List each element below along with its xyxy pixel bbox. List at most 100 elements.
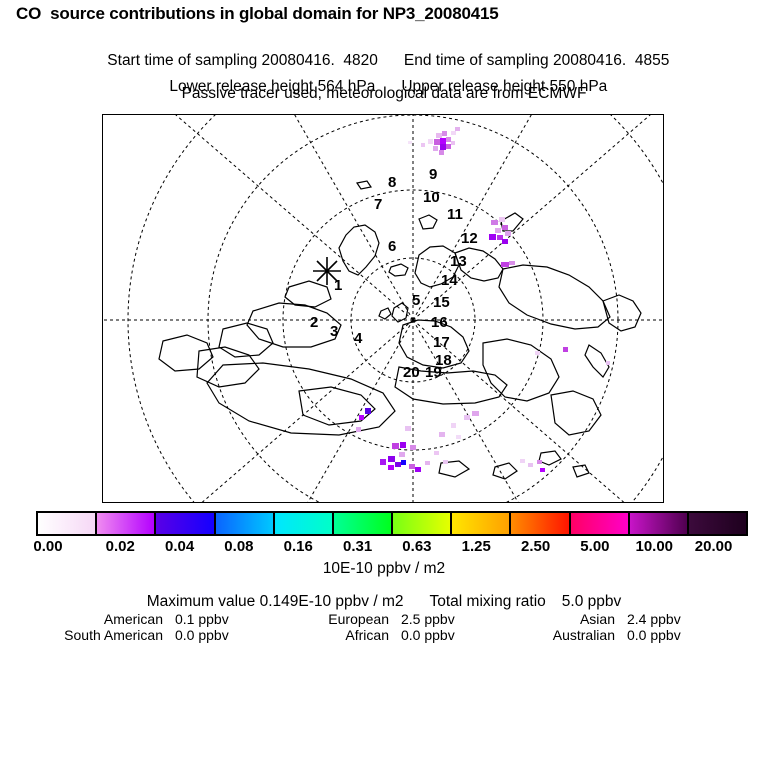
- region-value-3: 0.0 ppbv: [175, 627, 229, 643]
- trajectory-label-8: 8: [388, 174, 397, 191]
- trajectory-label-5: 5: [412, 292, 421, 309]
- region-name-5: Australian: [552, 627, 615, 643]
- tracer-note: Passive tracer used, meteorological data…: [181, 85, 587, 102]
- colorbar-tick-4: 0.16: [283, 538, 313, 555]
- region-value-2: 2.4 ppbv: [627, 611, 681, 627]
- trajectory-label-14: 14: [441, 272, 458, 289]
- plume-cell: [434, 451, 439, 455]
- stats-row-summary: Maximum value 0.149E-10 ppbv / m2 Total m…: [0, 593, 768, 611]
- trajectory-label-2: 2: [310, 314, 319, 331]
- plume-cell: [405, 426, 411, 431]
- plume-cell: [395, 462, 401, 467]
- plume-cell: [442, 131, 447, 136]
- plume-cell: [495, 228, 501, 233]
- plume-cell: [456, 435, 461, 439]
- colorbar-tick-10: 10.00: [635, 538, 674, 555]
- plume-cell: [446, 144, 451, 149]
- plume-cell: [409, 464, 415, 469]
- trajectory-label-15: 15: [433, 294, 450, 311]
- upper-release-value: 550 hPa: [549, 78, 608, 95]
- trajectory-label-9: 9: [429, 166, 438, 183]
- plume-cell: [388, 456, 395, 462]
- plume-cell: [428, 139, 433, 144]
- colorbar-segment-8: [511, 513, 571, 534]
- plume-cell: [451, 141, 455, 145]
- plume-cell: [499, 217, 505, 222]
- map-panel[interactable]: 1 2 3 4 5 6 7 8 9 10 11 12 13 14 15 16 17 18 19 20: [102, 114, 664, 503]
- trajectory-label-20: 20: [403, 364, 420, 381]
- colorbar-segment-3: [215, 513, 275, 534]
- trajectory-label-6: 6: [388, 238, 397, 255]
- colorbar[interactable]: [36, 511, 748, 536]
- start-time-label: Start time of sampling: [107, 52, 258, 69]
- colorbar-tick-0: 0.00: [33, 538, 63, 555]
- plume-cell: [606, 361, 610, 365]
- colorbar-segment-7: [452, 513, 512, 534]
- colorbar-segment-10: [629, 513, 689, 534]
- trajectory-label-7: 7: [374, 196, 383, 213]
- plume-cell: [443, 460, 448, 464]
- plume-cell: [408, 141, 412, 144]
- region-name-1: European: [328, 611, 389, 627]
- plume-cell: [497, 235, 503, 240]
- plume-cell: [528, 463, 533, 467]
- release-height-line: Lower release height 564 hPa Upper releas…: [0, 60, 768, 96]
- plume-cell: [440, 138, 446, 144]
- stats-row-regions-1: American 0.1 ppbv European 2.5 ppbv Asian 2.4…: [0, 611, 768, 627]
- colorbar-segment-4: [274, 513, 334, 534]
- stats-row-regions-2: South American 0.0 ppbv African 0.0 ppbv Aus…: [0, 627, 768, 643]
- plume-cell: [451, 131, 456, 135]
- region-value-4: 0.0 ppbv: [401, 627, 455, 643]
- plume-cell: [434, 139, 440, 145]
- plume-cell: [537, 460, 542, 464]
- maximum-label: Maximum value: [146, 593, 256, 610]
- region-value-1: 2.5 ppbv: [401, 611, 455, 627]
- region-name-0: American: [103, 611, 163, 627]
- total-mixing-value: 5.0 ppbv: [561, 593, 622, 610]
- plume-cell: [505, 231, 511, 236]
- trajectory-label-18: 18: [435, 352, 452, 369]
- plume-cell: [439, 150, 444, 155]
- plume-cell: [421, 143, 425, 147]
- lower-release-label: Lower release height: [169, 78, 314, 95]
- colorbar-tick-2: 0.04: [164, 538, 195, 555]
- plume-cell: [446, 137, 451, 142]
- plume-cell: [501, 262, 509, 267]
- region-name-4: African: [345, 627, 389, 643]
- plume-cell: [410, 445, 416, 450]
- colorbar-segment-2: [156, 513, 216, 534]
- plume-cell: [540, 468, 545, 472]
- region-value-5: 0.0 ppbv: [627, 627, 681, 643]
- region-value-0: 0.1 ppbv: [175, 611, 229, 627]
- colorbar-tick-9: 5.00: [580, 538, 610, 555]
- statistics-block: Maximum value 0.149E-10 ppbv / m2 Total m…: [0, 593, 768, 643]
- trajectory-label-4: 4: [354, 330, 363, 347]
- plume-cell: [491, 220, 498, 225]
- plume-cell: [472, 411, 479, 416]
- plume-cell: [365, 408, 371, 414]
- trajectory-label-11: 11: [447, 206, 463, 223]
- colorbar-tick-11: 20.00: [694, 538, 733, 555]
- polar-stereographic-map: [103, 115, 663, 502]
- colorbar-tick-8: 2.50: [520, 538, 551, 555]
- total-mixing-label: Total mixing ratio: [429, 593, 546, 610]
- maximum-value: 0.149E-10 ppbv / m2: [259, 593, 404, 610]
- plume-cell: [399, 452, 405, 457]
- colorbar-segment-11: [688, 513, 747, 534]
- plume-cell: [502, 225, 508, 230]
- plume-cell: [535, 351, 540, 355]
- plume-cell: [415, 467, 421, 472]
- plume-cell: [401, 460, 406, 465]
- trajectory-label-12: 12: [461, 230, 478, 247]
- plume-cell: [436, 133, 442, 138]
- plume-cell: [502, 239, 508, 244]
- plume-cell: [400, 442, 406, 448]
- plume-cell: [439, 432, 445, 437]
- plume-cell: [464, 415, 470, 420]
- trajectory-label-16: 16: [431, 314, 448, 331]
- plume-cell: [392, 443, 399, 449]
- colorbar-tick-1: 0.02: [105, 538, 135, 555]
- colorbar-tick-3: 0.08: [224, 538, 254, 555]
- trajectory-label-17: 17: [433, 334, 450, 351]
- colorbar-segment-1: [97, 513, 157, 534]
